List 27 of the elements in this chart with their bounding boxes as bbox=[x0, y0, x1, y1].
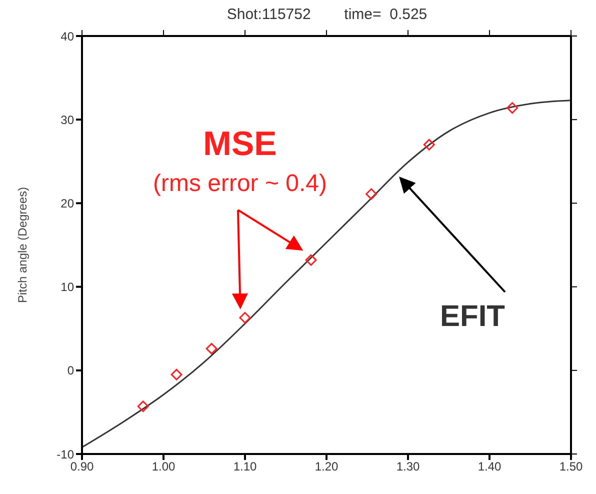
y-tick-label: 40 bbox=[60, 29, 74, 44]
x-tick-label: 1.00 bbox=[152, 460, 176, 474]
y-tick-label: 10 bbox=[60, 280, 74, 294]
point bbox=[170, 368, 182, 380]
x-tick-label: 1.20 bbox=[314, 460, 338, 474]
y-axis-title: Pitch angle (Degrees) bbox=[15, 186, 30, 304]
y-tick-label: 30 bbox=[60, 112, 74, 127]
point bbox=[239, 312, 251, 324]
point bbox=[206, 342, 218, 354]
x-tick-label: 1.30 bbox=[396, 460, 420, 474]
x-tick-label: 1.10 bbox=[233, 460, 257, 474]
line-series bbox=[82, 100, 571, 448]
x-tick-label: 1.50 bbox=[559, 460, 583, 474]
y-tick-label: 20 bbox=[60, 196, 74, 210]
x-tick-label: 0.90 bbox=[70, 460, 94, 474]
annotation: (rms error ~ 0.4) bbox=[152, 170, 328, 198]
point bbox=[137, 400, 149, 412]
text: MSE bbox=[202, 125, 278, 164]
y-tick-label: 0 bbox=[67, 364, 74, 378]
point bbox=[366, 188, 378, 200]
point bbox=[423, 138, 435, 150]
point bbox=[506, 102, 518, 114]
text: EFIT bbox=[440, 300, 505, 334]
chart-title: Shot:115752 time= 0.525 bbox=[226, 6, 428, 23]
y-tick-label: -10 bbox=[56, 447, 74, 462]
point bbox=[305, 254, 317, 266]
x-tick-label: 1.40 bbox=[478, 460, 502, 474]
